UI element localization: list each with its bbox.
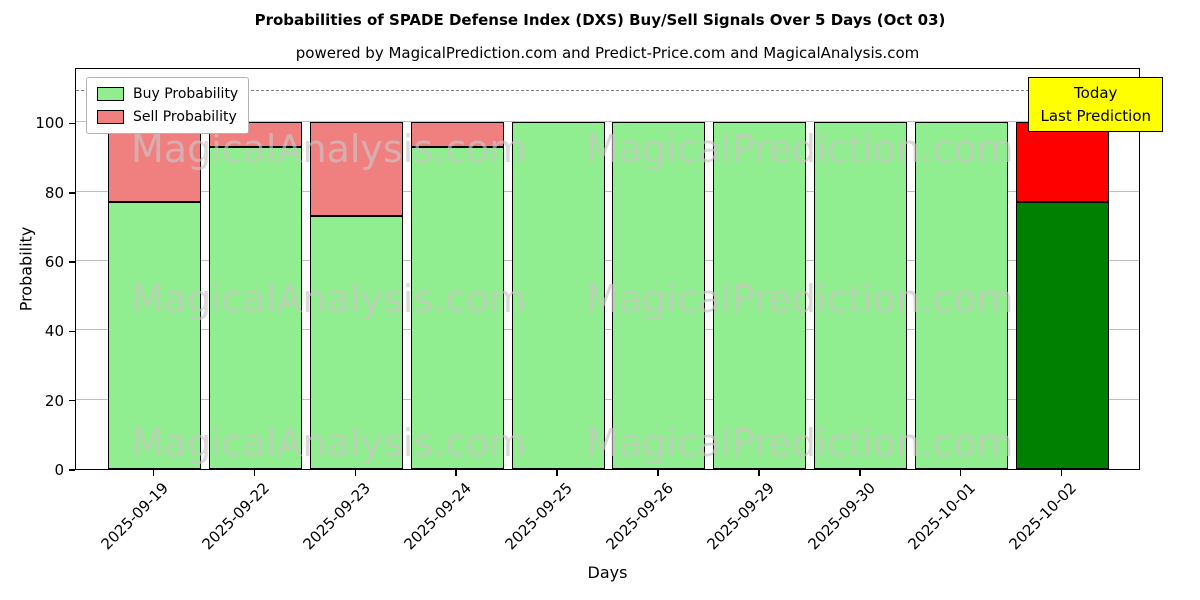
y-tick-label: 60 [44,253,64,272]
buy-bar-2025-09-19 [107,202,201,469]
buy-bar-2025-09-22 [208,146,302,469]
buy-bar-2025-10-02 [1016,202,1110,469]
x-tick-mark [1060,470,1063,476]
watermark-text: MagicalAnalysis.com [131,277,527,321]
gridline-y80 [76,190,1139,192]
x-tick-label: 2025-09-23 [299,479,374,554]
today-annotation: Today Last Prediction [1028,77,1163,132]
today-annotation-line: Last Prediction [1040,106,1151,125]
today-annotation-line: Today [1074,84,1118,102]
legend-swatch-icon [97,87,124,101]
x-tick-label: 2025-09-19 [97,479,173,554]
watermark-text: MagicalPrediction.com [586,421,1014,465]
sell-bar-2025-10-02 [1016,122,1110,203]
watermark-text: MagicalPrediction.com [586,127,1014,171]
sell-bar-2025-09-23 [309,122,403,217]
sell-bar-2025-09-24 [410,122,504,147]
x-tick-mark [556,470,558,476]
x-tick-label: 2025-09-30 [804,479,879,554]
upper-dashed-line [76,89,1139,91]
y-tick-mark [69,330,75,333]
y-tick-mark [69,122,75,125]
y-tick-mark [69,399,75,402]
sell-bar-2025-09-19 [107,122,201,203]
x-tick-label: 2025-10-01 [904,479,980,554]
x-tick-mark [354,470,356,476]
legend-item: Sell Probability [97,109,238,125]
legend-swatch-icon [97,110,124,124]
x-tick-mark [152,470,155,476]
legend-label: Buy Probability [133,86,239,102]
x-tick-label: 2025-09-24 [400,479,475,554]
chart-title: Probabilities of SPADE Defense Index (DX… [254,11,946,29]
chart-subtitle: powered by MagicalPrediction.com and Pre… [295,44,920,62]
y-tick-mark [69,261,75,263]
legend-item: Buy Probability [97,86,238,102]
y-tick-mark [69,192,75,194]
x-tick-label: 2025-09-29 [703,479,778,554]
x-tick-mark [758,470,760,476]
legend-label: Sell Probability [133,109,237,125]
y-tick-label: 40 [44,322,64,341]
buy-bar-2025-09-25 [511,122,605,469]
buy-bar-2025-09-30 [814,122,908,469]
watermark-text: MagicalAnalysis.com [131,421,527,465]
x-tick-label: 2025-09-26 [602,479,677,554]
y-tick-mark [69,469,75,471]
y-tick-label: 20 [44,391,64,410]
buy-bar-2025-09-26 [612,122,706,469]
legend: Buy Probability Sell Probability [86,77,250,134]
buy-bar-2025-09-29 [713,122,807,469]
x-tick-mark [959,470,962,476]
watermark-text: MagicalPrediction.com [586,277,1014,321]
y-tick-label: 100 [35,114,64,133]
gridline-y100 [76,121,1139,123]
y-tick-label: 0 [54,461,64,479]
x-tick-mark [253,470,256,476]
buy-bar-2025-09-23 [309,216,403,469]
y-tick-label: 80 [44,183,64,202]
x-tick-mark [859,470,861,476]
buy-bar-2025-09-24 [410,146,504,469]
gridline-y20 [76,398,1139,400]
watermark-text: MagicalAnalysis.com [131,127,527,171]
x-tick-label: 2025-09-22 [198,479,274,554]
x-tick-label: 2025-09-25 [501,479,576,554]
x-tick-mark [657,470,659,476]
x-tick-label: 2025-10-02 [1005,479,1081,554]
x-axis-label: Days [587,563,628,582]
buy-bar-2025-10-01 [915,122,1009,469]
plot-area: MagicalAnalysis.com MagicalPrediction.com… [75,68,1163,470]
gridline-y60 [76,260,1139,262]
x-tick-mark [455,470,457,476]
gridline-y40 [76,329,1139,331]
